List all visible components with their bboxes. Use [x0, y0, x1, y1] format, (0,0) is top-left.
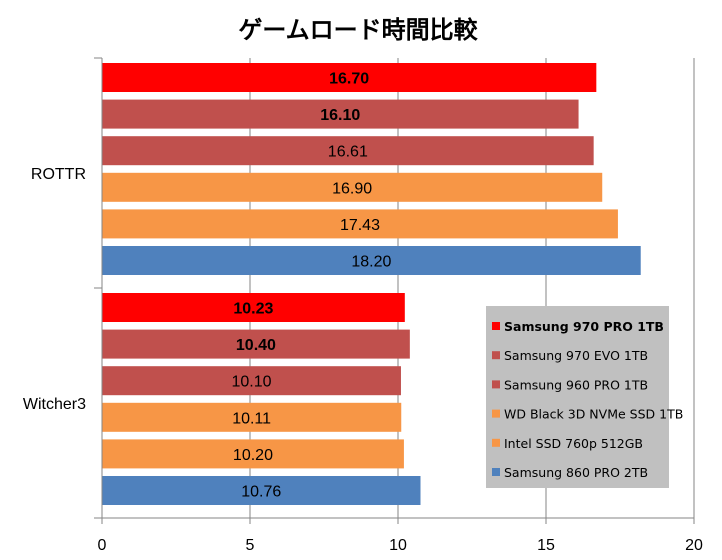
bar — [102, 172, 603, 202]
bar — [102, 99, 579, 129]
legend-box — [486, 306, 669, 488]
data-label: 10.11 — [232, 410, 271, 427]
bar — [102, 209, 618, 239]
data-label: 10.20 — [233, 447, 273, 464]
legend-swatch — [492, 322, 500, 330]
data-label: 10.76 — [241, 484, 281, 501]
data-label: 16.70 — [329, 71, 369, 88]
axes: ROTTR Witcher3 0 5 10 15 20 — [23, 57, 703, 554]
data-label: 10.23 — [233, 301, 273, 318]
x-tick-label: 20 — [685, 537, 703, 554]
x-tick-label: 10 — [389, 537, 407, 554]
data-label: 16.61 — [328, 144, 368, 161]
legend-entry: Intel SSD 760p 512GB — [504, 436, 643, 451]
data-label: 16.10 — [320, 107, 360, 124]
x-tick-label: 5 — [246, 537, 255, 554]
bar — [102, 63, 597, 92]
legend-entry: Samsung 970 PRO 1TB — [504, 319, 664, 334]
bar — [102, 329, 410, 359]
x-tick-label: 15 — [537, 537, 555, 554]
bar — [102, 293, 405, 322]
legend-swatch — [492, 438, 500, 447]
data-label: 10.40 — [236, 337, 276, 354]
legend-entry: Samsung 860 PRO 2TB — [504, 465, 648, 480]
data-label: 17.43 — [340, 217, 380, 234]
data-label: 18.20 — [351, 254, 391, 271]
bar — [102, 246, 641, 275]
legend-swatch — [492, 351, 500, 360]
category-label: ROTTR — [31, 166, 86, 183]
legend-swatch — [492, 380, 500, 389]
legend-entry: Samsung 960 PRO 1TB — [504, 377, 648, 392]
bar — [102, 439, 404, 469]
legend: Samsung 970 PRO 1TB Samsung 970 EVO 1TB Sa… — [486, 306, 683, 488]
chart-title: ゲームロード時間比較 — [238, 16, 478, 44]
data-label: 16.90 — [332, 180, 372, 197]
x-tick-label: 0 — [98, 537, 107, 554]
legend-entry: Samsung 970 EVO 1TB — [504, 348, 648, 363]
category-label: Witcher3 — [23, 396, 86, 413]
legend-swatch — [492, 468, 500, 476]
bar-labels: 16.70 16.10 16.61 16.90 17.43 18.20 10.23 10.40… — [231, 71, 391, 501]
bars — [102, 63, 641, 505]
bar — [102, 402, 402, 432]
bar — [102, 476, 421, 505]
legend-swatch — [492, 409, 500, 418]
data-label: 10.10 — [231, 374, 271, 391]
legend-entry: WD Black 3D NVMe SSD 1TB — [504, 407, 683, 422]
bar — [102, 136, 594, 166]
bar — [102, 366, 401, 396]
